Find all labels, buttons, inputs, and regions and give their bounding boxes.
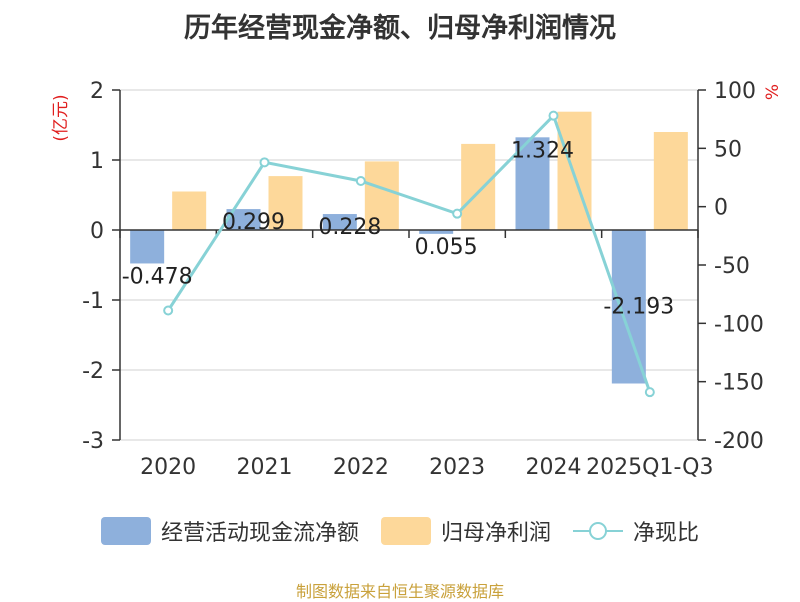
bar-cash-2021 (226, 209, 261, 230)
legend-swatch-ratio (573, 522, 623, 540)
data-label-cash-2022: 0.228 (318, 215, 381, 240)
category-label-2020: 2020 (140, 455, 196, 480)
right-tick-label: -150 (714, 371, 764, 396)
legend[interactable]: 经营活动现金流净额 归母净利润 净现比 (0, 515, 800, 547)
bar-profit-2022 (364, 161, 399, 230)
bar-series (130, 111, 688, 384)
data-label-cash-2023: 0.055 (415, 235, 478, 260)
right-tick-label: -200 (714, 429, 764, 454)
bar-profit-2025Q1-Q3 (653, 132, 688, 230)
point-ratio-2025Q1-Q3 (644, 387, 655, 398)
right-tick-label: -100 (714, 312, 764, 337)
left-tick-label: 1 (90, 149, 104, 174)
legend-item-profit[interactable]: 归母净利润 (380, 515, 551, 547)
left-tick-label: 0 (90, 219, 104, 244)
left-tick-label: -2 (82, 359, 104, 384)
bar-cash-2024 (515, 137, 550, 230)
bar-profit-2020 (172, 191, 207, 230)
data-label-cash-2024: 1.324 (511, 138, 574, 163)
left-tick-label: 2 (90, 79, 104, 104)
left-axis-unit: (亿元) (51, 94, 71, 141)
legend-swatch-profit (380, 517, 431, 545)
point-ratio-2024 (548, 110, 559, 121)
data-label-cash-2021: 0.299 (222, 210, 285, 235)
point-ratio-2023 (452, 208, 463, 219)
legend-item-ratio[interactable]: 净现比 (573, 515, 699, 547)
data-label-cash-2020: -0.478 (122, 264, 193, 289)
bar-cash-2022 (322, 214, 357, 230)
bar-profit-2023 (461, 143, 496, 230)
point-ratio-2020 (163, 305, 174, 316)
right-tick-label: -50 (714, 254, 750, 279)
category-label-2023: 2023 (429, 455, 485, 480)
point-ratio-2022 (355, 176, 366, 186)
category-label-2021: 2021 (237, 455, 293, 480)
source-footer: 制图数据来自恒生聚源数据库 (295, 582, 504, 601)
line-ratio (166, 112, 652, 393)
right-tick-label: 0 (714, 196, 728, 221)
grid-lines (120, 89, 698, 441)
chart-title: 历年经营现金净额、归母净利润情况 (184, 13, 616, 44)
legend-label-cash: 经营活动现金流净额 (160, 521, 359, 546)
right-tick-label: 100 (714, 79, 756, 104)
bar-cash-2020 (130, 230, 165, 264)
right-axis-unit: % (763, 84, 783, 100)
right-tick-label: 50 (714, 137, 742, 162)
category-label-2024: 2024 (526, 455, 582, 480)
legend-label-profit: 归母净利润 (440, 521, 551, 546)
left-tick-label: -1 (82, 289, 104, 314)
category-label-2022: 2022 (333, 455, 389, 480)
bar-profit-2021 (268, 176, 303, 230)
line-series (163, 110, 655, 398)
legend-swatch-cash (100, 517, 151, 545)
bar-cash-2025Q1-Q3 (611, 230, 646, 384)
legend-item-cash[interactable]: 经营活动现金流净额 (100, 515, 359, 547)
data-label-cash-2025Q1-Q3: -2.193 (603, 295, 674, 320)
legend-label-ratio: 净现比 (633, 521, 700, 546)
category-label-2025Q1-Q3: 2025Q1-Q3 (586, 455, 713, 480)
left-tick-label: -3 (82, 429, 104, 454)
point-ratio-2021 (259, 157, 270, 168)
bar-cash-2023 (419, 230, 454, 234)
axes: 2 1 0 -1 -2 -3 100 50 0 -50 -100 -150 -200 (亿元)% 2020 2… (51, 79, 783, 480)
data-labels: -0.478 0.299 0.228 0.055 1.324 -2.193 (122, 138, 675, 319)
